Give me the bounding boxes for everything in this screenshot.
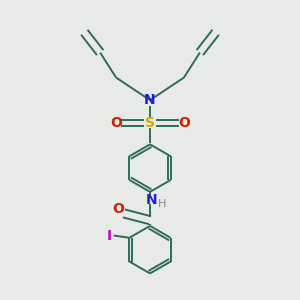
Text: I: I — [106, 229, 112, 242]
Text: H: H — [158, 200, 166, 209]
Text: N: N — [145, 193, 157, 207]
Text: O: O — [110, 116, 122, 130]
Text: N: N — [144, 93, 156, 107]
Text: O: O — [112, 202, 124, 216]
Text: S: S — [145, 116, 155, 130]
Text: O: O — [178, 116, 190, 130]
